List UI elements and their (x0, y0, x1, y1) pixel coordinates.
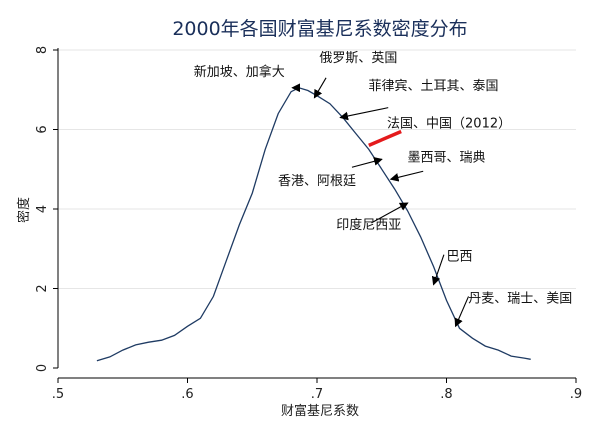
annotation-label-3: 法国、中国（2012） (387, 117, 511, 132)
gridlines (58, 49, 576, 289)
annotation-arrow-3 (368, 129, 402, 148)
x-tick-label-2: .7 (311, 387, 323, 402)
y-tick-label-4: 8 (35, 46, 50, 54)
y-ticks: 0 2 4 6 8 (35, 46, 58, 372)
x-axis-label: 财富基尼系数 (281, 403, 359, 419)
annotation-label-8: 丹麦、瑞士、美国 (468, 291, 572, 306)
annotation-arrow-4 (389, 170, 424, 182)
y-axis-label: 密度 (16, 197, 32, 223)
axes (57, 48, 576, 379)
density-curve-0 (96, 87, 531, 362)
annotation-label-5: 香港、阿根廷 (278, 174, 356, 189)
annotation-arrow-7 (431, 254, 445, 286)
annotation-label-7: 巴西 (446, 250, 472, 265)
annotation-arrow-8 (454, 296, 470, 328)
annotation-arrow-1 (313, 77, 327, 99)
x-ticks: .5 .6 .7 .8 .9 (52, 378, 582, 402)
annotation-arrow-2 (339, 107, 389, 121)
y-tick-label-1: 2 (35, 284, 50, 292)
annotation-label-6: 印度尼西亚 (336, 217, 401, 233)
annotation-label-2: 菲律宾、土耳其、泰国 (369, 78, 499, 94)
x-tick-label-1: .6 (181, 387, 193, 402)
x-tick-label-4: .9 (570, 387, 582, 402)
annotation-arrow-6 (371, 202, 409, 224)
chart-title: 2000年各国财富基尼系数密度分布 (172, 18, 467, 40)
annotation-label-4: 墨西哥、瑞典 (407, 150, 485, 165)
y-tick-label-0: 0 (35, 364, 50, 372)
annotation-label-0: 新加坡、加拿大 (194, 64, 285, 80)
annotation-arrow-5 (351, 157, 383, 168)
series-group (96, 87, 531, 362)
annotation-label-1: 俄罗斯、英国 (319, 51, 397, 66)
y-tick-label-3: 6 (35, 125, 50, 133)
x-tick-label-3: .8 (440, 387, 452, 402)
y-tick-label-2: 4 (35, 205, 50, 213)
x-tick-label-0: .5 (52, 387, 64, 402)
